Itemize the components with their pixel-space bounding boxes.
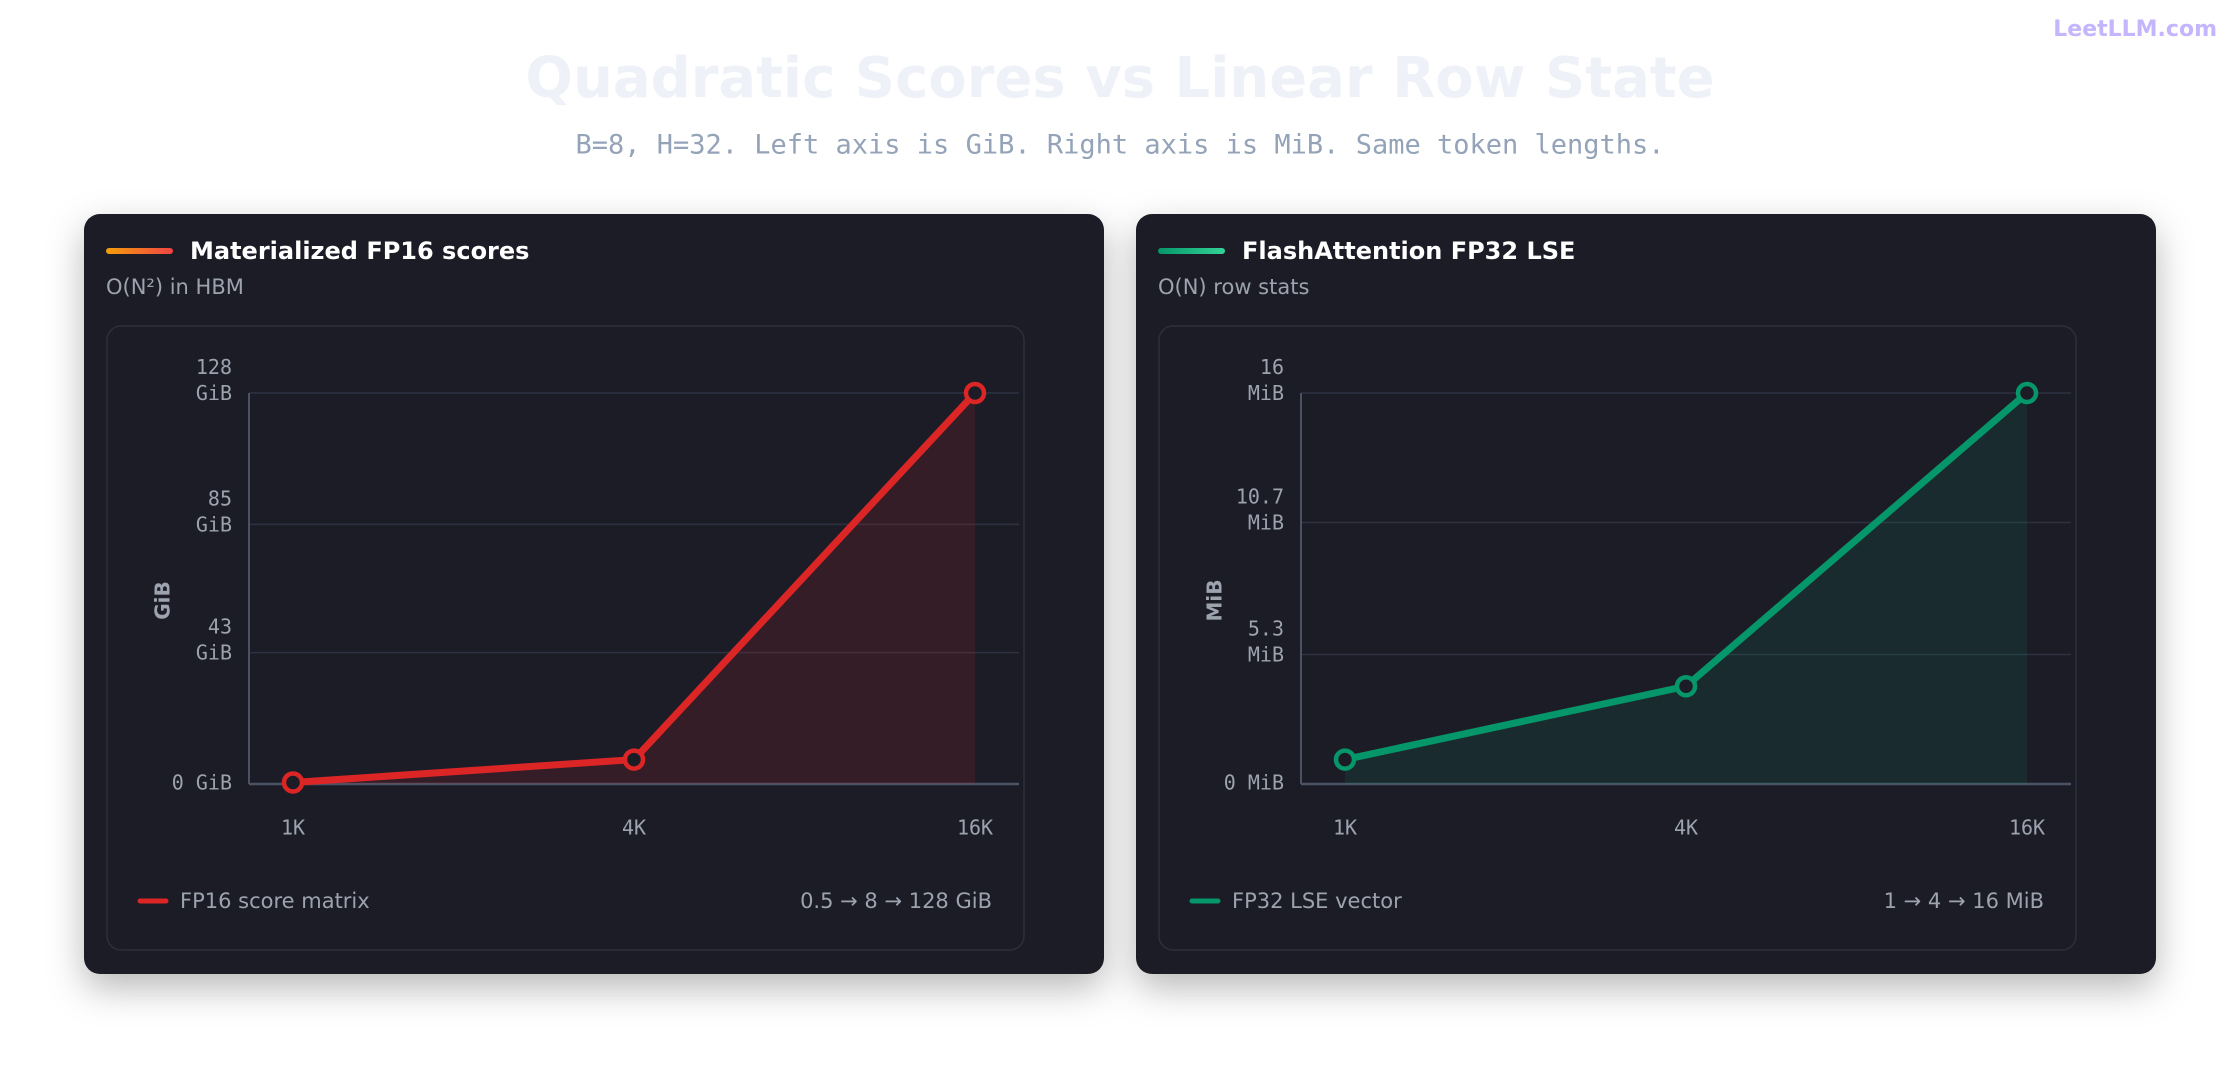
x-tick-label: 16K [2009,816,2045,840]
card-title: FlashAttention FP32 LSE [1242,237,1575,265]
card-subtitle: O(N) row stats [1158,275,1309,299]
y-tick-label: 43 GiB [196,614,232,664]
point [1333,748,1357,771]
annotation: 1 → 4 → 16 MiB [1884,889,2044,913]
tick-label-line: MiB [1248,642,1284,666]
tick-label-line: 43 [208,614,232,638]
tick-label-line: GiB [196,381,232,405]
x-tick-label: 1K [281,816,305,840]
tick-label-line: 10.7 [1236,484,1284,508]
tick-label-line: 16 [1260,355,1284,379]
chart-card: Materialized FP16 scores O(N²) in HBM 0 Gi… [84,214,1104,974]
card-subtitle: O(N²) in HBM [106,275,244,299]
legend-label: FP16 score matrix [180,889,370,913]
chart-card: FlashAttention FP32 LSE O(N) row stats 0 M… [1136,214,2156,974]
y-axis-label: GiB [151,581,175,620]
point [1674,675,1698,698]
brand[interactable]: LeetLLM.com [2053,17,2217,42]
point [622,748,646,771]
x-tick-label: 16K [957,816,993,840]
y-tick-label: 5.3 MiB [1248,616,1284,666]
card-title: Materialized FP16 scores [190,237,529,265]
y-tick-label: 16 MiB [1248,355,1284,405]
tick-label-line: MiB [1248,510,1284,534]
x-tick-label: 1K [1333,816,1357,840]
y-tick-label: 85 GiB [196,486,232,536]
plot-panel [1158,325,2077,951]
x-tick-label: 4K [1674,816,1698,840]
y-tick-label: 0 GiB [172,771,232,795]
page-subtitle: B=8, H=32. Left axis is GiB. Right axis … [575,130,1664,161]
area [1345,393,2027,784]
x-tick-label: 4K [622,816,646,840]
page-title: Quadratic Scores vs Linear Row State [525,46,1714,111]
title-accent [106,248,173,254]
tick-label-line: GiB [196,512,232,536]
point [2015,381,2039,405]
y-tick-label: 10.7 MiB [1236,484,1284,534]
tick-label-line: GiB [196,640,232,664]
tick-label-line: MiB [1248,381,1284,405]
point [963,381,987,405]
title-accent [1158,248,1225,254]
y-axis-label: MiB [1203,579,1227,621]
plot-panel [106,325,1025,951]
tick-label-line: 128 [196,355,232,379]
tick-label-line: 85 [208,486,232,510]
area [293,393,975,784]
point [281,771,305,794]
annotation: 0.5 → 8 → 128 GiB [800,889,992,913]
legend-label: FP32 LSE vector [1232,889,1402,913]
y-tick-label: 0 MiB [1224,771,1284,795]
y-tick-label: 128 GiB [196,355,232,405]
tick-label-line: 5.3 [1248,616,1284,640]
